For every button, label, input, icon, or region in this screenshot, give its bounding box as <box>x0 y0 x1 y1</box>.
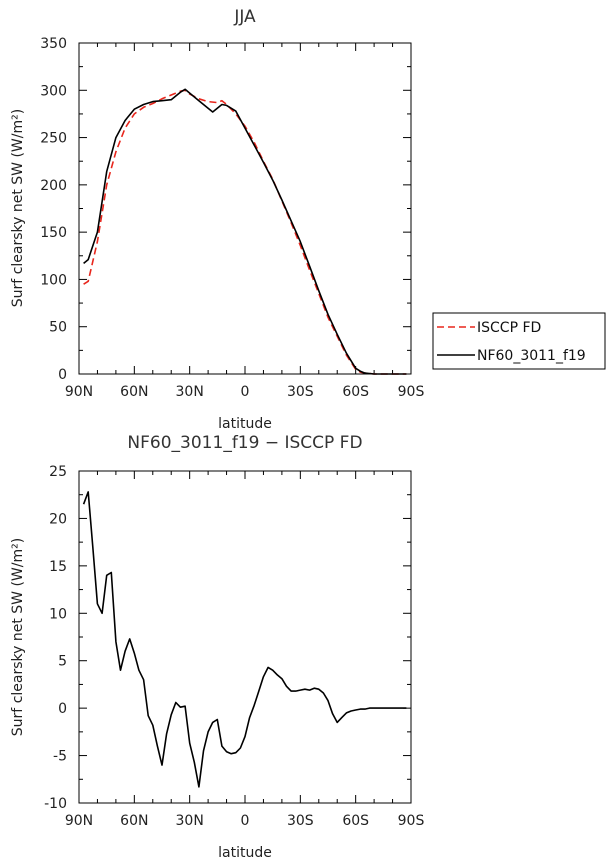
x-tick-label: 30N <box>176 384 204 400</box>
bottom-chart-ticks: 90N 60N 30N 0 30S 60S 90S -10 -5 0 5 10 15 20 25 <box>44 464 424 829</box>
x-tick-label: 90S <box>398 813 425 829</box>
bottom-chart-title: NF60_3011_f19 − ISCCP FD <box>127 433 362 453</box>
legend: ISCCP FD NF60_3011_f19 <box>432 312 606 370</box>
top-chart-ylabel: Surf clearsky net SW (W/m²) <box>10 109 26 307</box>
y-tick-label: 150 <box>40 225 67 241</box>
series-difference-line <box>82 491 407 788</box>
x-tick-label: 60S <box>342 813 369 829</box>
x-tick-label: 90S <box>398 384 425 400</box>
legend-box <box>432 312 606 370</box>
x-tick-label: 60N <box>120 813 148 829</box>
x-tick-label: 30S <box>287 813 314 829</box>
top-chart: JJA 90N 60N 30N 0 30S 60S 90S 0 50 100 150 200 250 30… <box>10 7 606 432</box>
y-tick-label: -10 <box>44 796 67 812</box>
x-tick-label: 30S <box>287 384 314 400</box>
x-tick-label: 0 <box>241 813 250 829</box>
x-tick-label: 90N <box>65 813 93 829</box>
series-nf60-3011-f19 <box>83 88 407 375</box>
bottom-chart-ylabel: Surf clearsky net SW (W/m²) <box>10 538 26 736</box>
y-tick-label: 10 <box>49 606 67 622</box>
x-tick-label: 60S <box>342 384 369 400</box>
x-tick-label: 90N <box>65 384 93 400</box>
y-tick-label: 350 <box>40 36 67 52</box>
bottom-chart: NF60_3011_f19 − ISCCP FD 90N 60N 30N 0 30S 60… <box>10 433 424 861</box>
y-tick-label: 15 <box>49 559 67 575</box>
top-chart-frame <box>78 42 412 375</box>
y-tick-label: 300 <box>40 83 67 99</box>
bottom-chart-xlabel: latitude <box>218 845 272 861</box>
bottom-chart-frame <box>78 470 412 804</box>
top-chart-series <box>83 88 407 375</box>
top-chart-title: JJA <box>233 7 256 27</box>
y-tick-label: 200 <box>40 178 67 194</box>
y-tick-label: 25 <box>49 464 67 480</box>
legend-label-nf60: NF60_3011_f19 <box>477 348 586 364</box>
x-tick-label: 30N <box>176 813 204 829</box>
bottom-chart-series <box>82 491 407 788</box>
y-tick-label: 20 <box>49 511 67 527</box>
x-tick-label: 60N <box>120 384 148 400</box>
y-tick-label: 5 <box>58 654 67 670</box>
y-tick-label: 0 <box>58 367 67 383</box>
x-tick-label: 0 <box>241 384 250 400</box>
y-tick-label: 100 <box>40 272 67 288</box>
y-tick-label: 50 <box>49 320 67 336</box>
y-tick-label: 0 <box>58 701 67 717</box>
y-tick-label: 250 <box>40 131 67 147</box>
legend-label-isccp: ISCCP FD <box>477 320 541 336</box>
top-chart-xlabel: latitude <box>218 416 272 432</box>
y-tick-label: -5 <box>53 749 67 765</box>
